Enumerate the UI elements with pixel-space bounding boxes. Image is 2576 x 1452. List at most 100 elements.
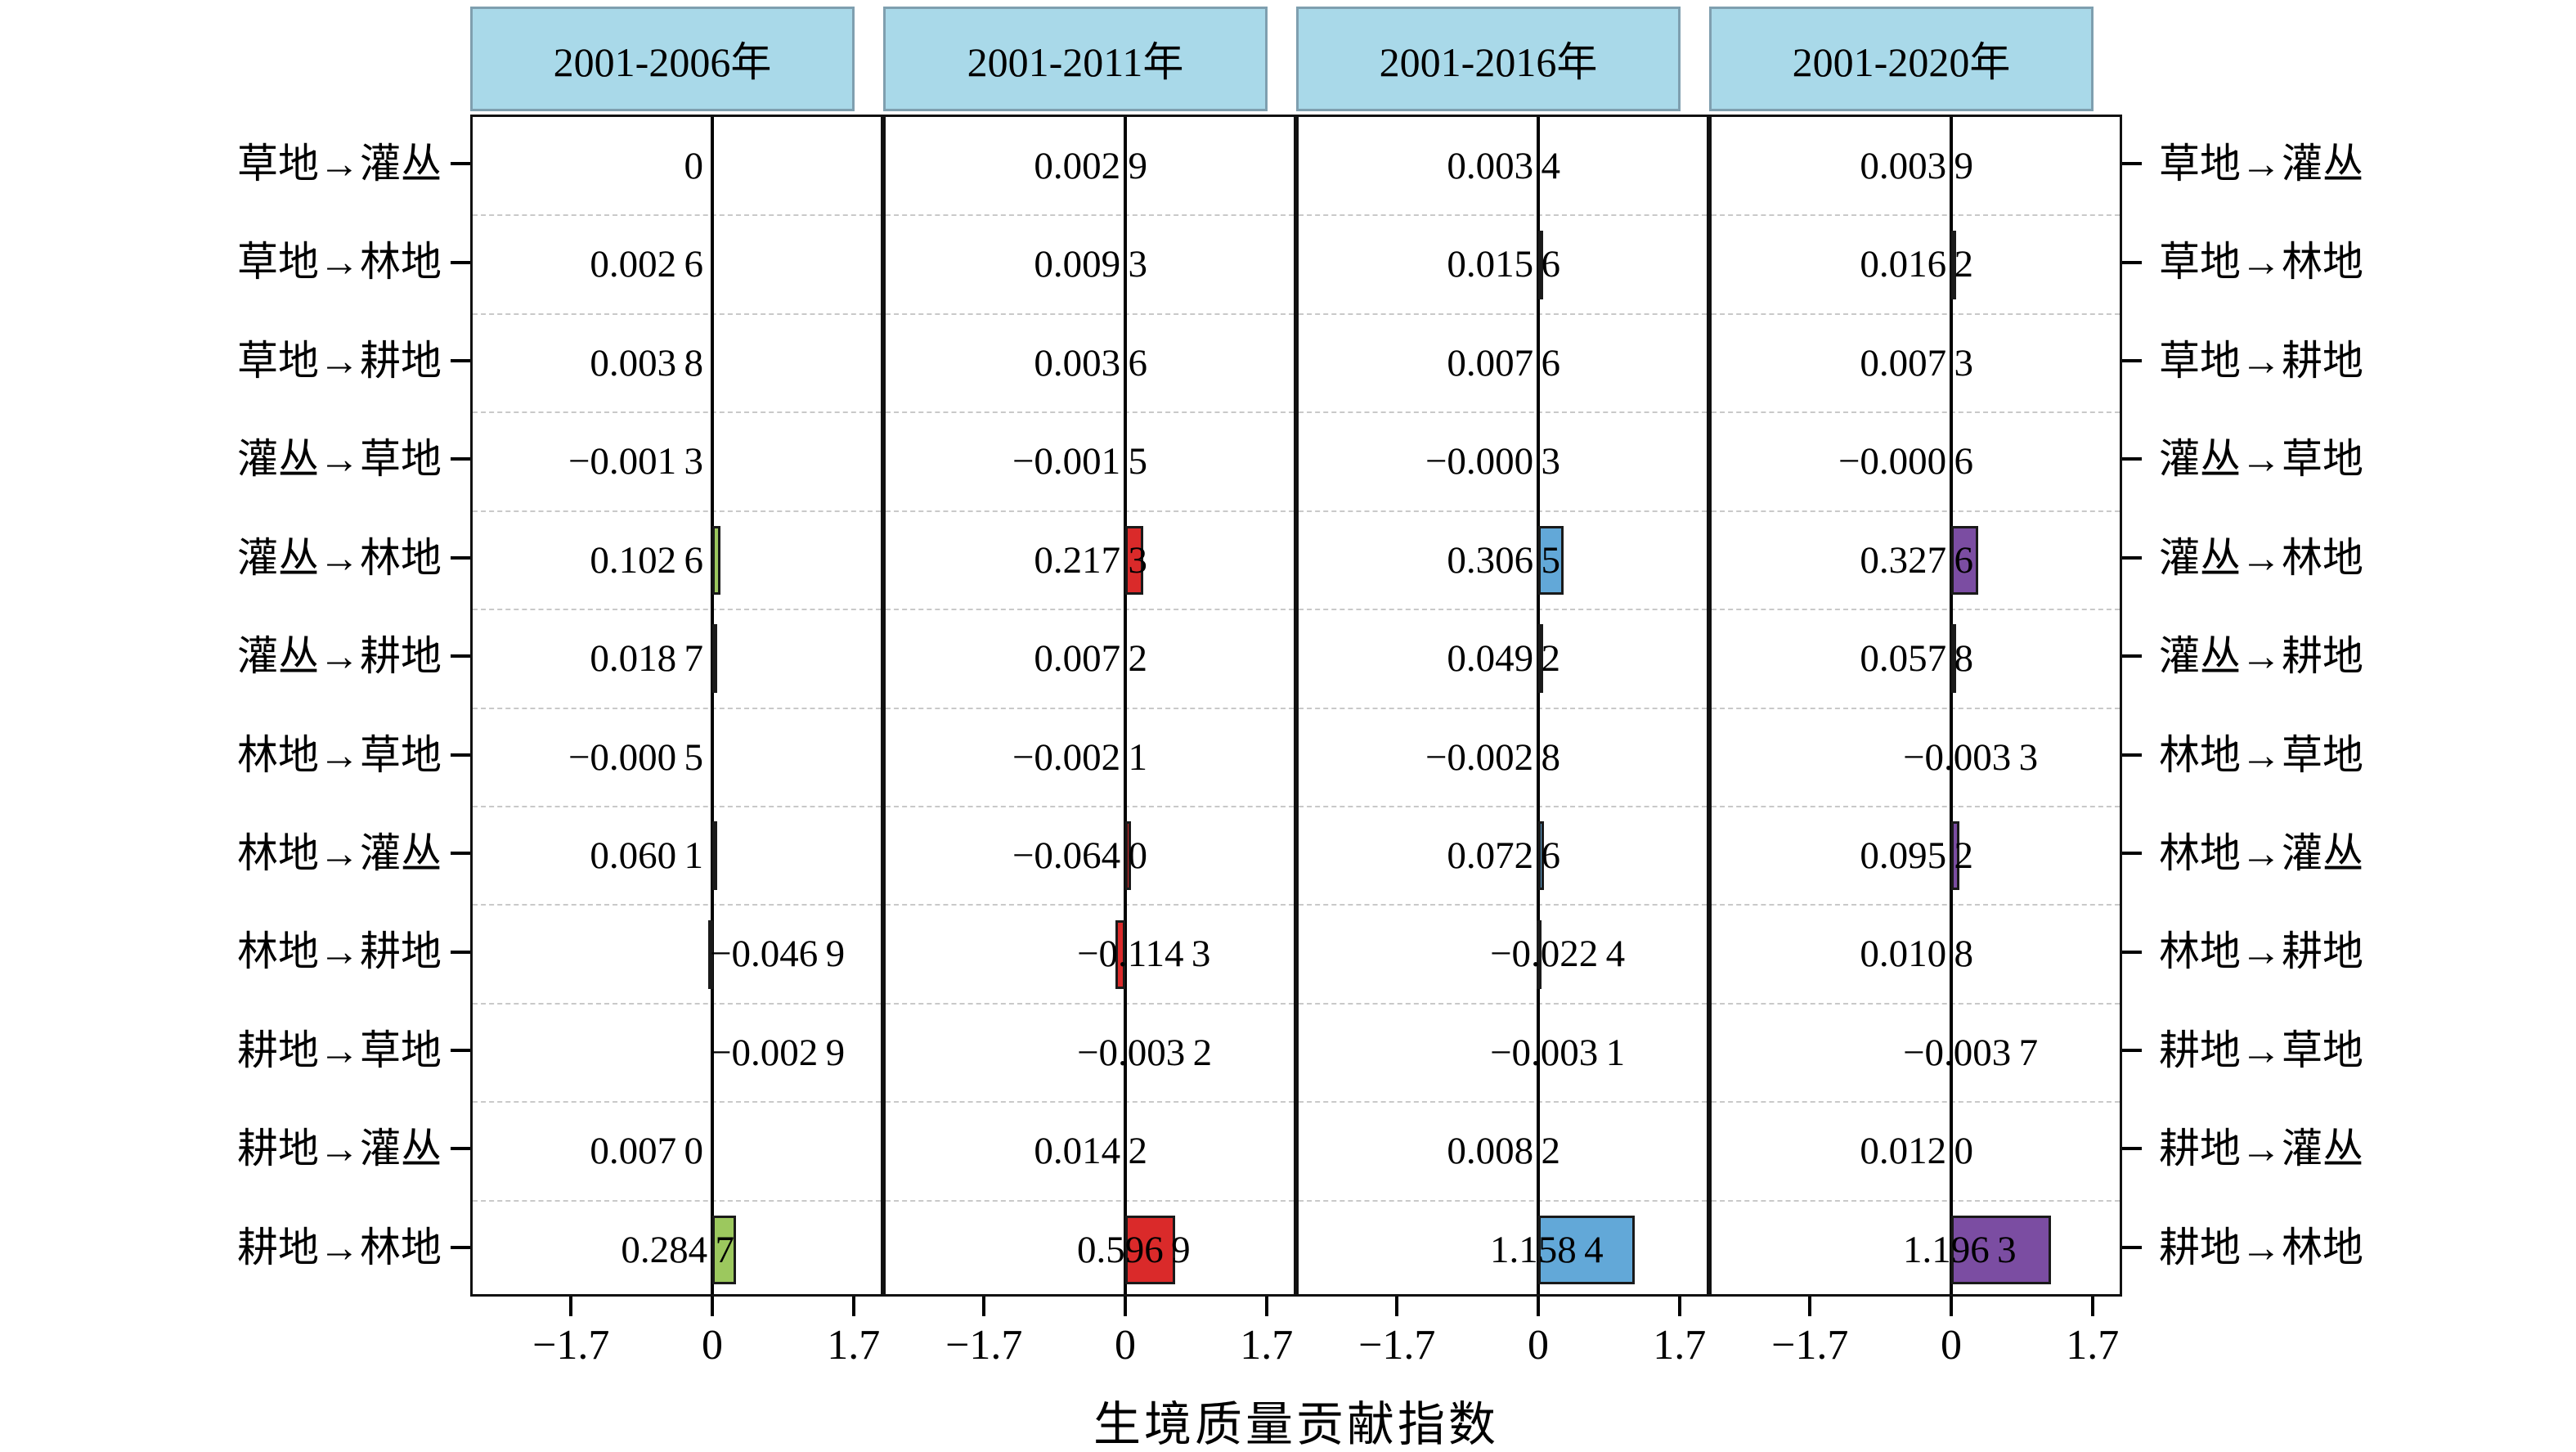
value-label: −0.003 1 bbox=[1490, 1031, 1626, 1074]
value-label: 0.095 2 bbox=[1860, 834, 1973, 877]
gridline bbox=[886, 214, 1294, 217]
category-label-right: 草地→林地 bbox=[2159, 239, 2363, 285]
x-tick bbox=[1808, 1297, 1812, 1316]
value-label: 1.196 3 bbox=[1903, 1228, 2017, 1271]
x-tick-label: 1.7 bbox=[2066, 1322, 2120, 1369]
y-tick-left bbox=[451, 457, 470, 461]
category-label-left: 林地→草地 bbox=[237, 731, 442, 778]
value-label: 0.306 5 bbox=[1447, 538, 1560, 582]
category-label-right: 耕地→林地 bbox=[2159, 1224, 2363, 1270]
value-label: 0.049 2 bbox=[1447, 637, 1560, 681]
x-tick bbox=[569, 1297, 573, 1316]
gridline bbox=[886, 312, 1294, 315]
category-label-right: 林地→灌丛 bbox=[2159, 829, 2363, 876]
gridline bbox=[1299, 904, 1707, 906]
bar bbox=[1951, 821, 1959, 891]
x-tick-label: 1.7 bbox=[1240, 1322, 1294, 1369]
value-label: 0.012 0 bbox=[1860, 1130, 1973, 1173]
x-tick bbox=[711, 1297, 714, 1316]
value-label: 0.015 6 bbox=[1447, 243, 1560, 286]
zero-axis-line bbox=[711, 117, 714, 1294]
gridline bbox=[886, 1101, 1294, 1104]
y-tick-right bbox=[2122, 162, 2142, 166]
y-tick-right bbox=[2122, 457, 2142, 461]
bar bbox=[1951, 624, 1956, 694]
gridline bbox=[1299, 411, 1707, 414]
x-tick bbox=[1264, 1297, 1268, 1316]
category-label-right: 灌丛→草地 bbox=[2159, 436, 2363, 483]
gridline bbox=[1299, 707, 1707, 709]
x-tick bbox=[982, 1297, 986, 1316]
bar bbox=[1115, 919, 1125, 989]
x-tick-label: 0 bbox=[702, 1322, 723, 1369]
value-label: 0.003 6 bbox=[1034, 341, 1147, 384]
y-tick-right bbox=[2122, 359, 2142, 363]
value-label: 0.003 9 bbox=[1860, 145, 1973, 187]
x-tick bbox=[1124, 1297, 1127, 1316]
x-tick bbox=[1395, 1297, 1399, 1316]
panel: 0.002 9 0.009 3 0.003 6 −0.001 5 0.217 3 0.00… bbox=[883, 115, 1296, 1297]
value-label: 0.002 6 bbox=[590, 243, 703, 286]
category-label-left: 耕地→灌丛 bbox=[237, 1126, 442, 1172]
value-label: 0.014 2 bbox=[1034, 1130, 1147, 1173]
category-label-right: 灌丛→耕地 bbox=[2159, 633, 2363, 680]
gridline bbox=[886, 609, 1294, 611]
category-label-left: 灌丛→林地 bbox=[237, 534, 442, 581]
bar bbox=[712, 1215, 736, 1284]
gridline bbox=[473, 1199, 881, 1202]
value-label: 0.102 6 bbox=[590, 538, 703, 582]
value-label: 0.327 6 bbox=[1860, 538, 1973, 582]
value-label: −0.000 3 bbox=[1425, 440, 1560, 483]
category-label-left: 耕地→林地 bbox=[237, 1224, 442, 1270]
y-tick-left bbox=[451, 1245, 470, 1249]
gridline bbox=[1299, 510, 1707, 512]
y-tick-right bbox=[2122, 260, 2142, 264]
zero-axis-line bbox=[1124, 117, 1127, 1294]
gridline bbox=[1299, 214, 1707, 217]
y-tick-left bbox=[451, 1048, 470, 1052]
value-label: 0 bbox=[684, 145, 704, 187]
gridline bbox=[473, 510, 881, 512]
x-tick bbox=[1537, 1297, 1540, 1316]
panel-header: 2001-2016年 bbox=[1296, 7, 1681, 111]
gridline bbox=[473, 411, 881, 414]
value-label: 0.007 0 bbox=[590, 1130, 703, 1173]
gridline bbox=[473, 1101, 881, 1104]
y-tick-right bbox=[2122, 1147, 2142, 1151]
value-label: −0.114 3 bbox=[1077, 933, 1211, 976]
bar bbox=[1125, 1215, 1175, 1284]
category-label-left: 草地→林地 bbox=[237, 239, 442, 285]
category-label-right: 草地→灌丛 bbox=[2159, 141, 2363, 187]
y-tick-left bbox=[451, 555, 470, 560]
y-tick-left bbox=[451, 162, 470, 166]
bar bbox=[1951, 230, 1956, 299]
value-label: −0.002 8 bbox=[1425, 735, 1560, 779]
value-label: −0.003 2 bbox=[1077, 1031, 1213, 1074]
category-label-left: 灌丛→耕地 bbox=[237, 633, 442, 680]
value-label: 0.007 3 bbox=[1860, 341, 1973, 384]
zero-axis-line bbox=[1950, 117, 1953, 1294]
gridline bbox=[1712, 904, 2120, 906]
bar bbox=[1951, 1215, 2051, 1284]
y-tick-left bbox=[451, 753, 470, 757]
x-tick-label: −1.7 bbox=[532, 1322, 610, 1369]
value-label: −0.003 3 bbox=[1903, 735, 2039, 779]
gridline bbox=[1712, 707, 2120, 709]
x-tick-label: −1.7 bbox=[945, 1322, 1023, 1369]
category-label-right: 林地→耕地 bbox=[2159, 928, 2363, 975]
bar bbox=[1951, 525, 1979, 595]
value-label: 0.007 2 bbox=[1034, 637, 1147, 681]
gridline bbox=[1712, 1101, 2120, 1104]
x-tick bbox=[851, 1297, 855, 1316]
bar bbox=[712, 624, 717, 694]
gridline bbox=[886, 510, 1294, 512]
gridline bbox=[1712, 1199, 2120, 1202]
value-label: 0.018 7 bbox=[590, 637, 703, 681]
value-label: 0.007 6 bbox=[1447, 341, 1560, 384]
category-label-right: 草地→耕地 bbox=[2159, 337, 2363, 384]
gridline bbox=[473, 214, 881, 217]
gridline bbox=[1299, 609, 1707, 611]
gridline bbox=[473, 312, 881, 315]
x-axis-title: 生境质量贡献指数 bbox=[1093, 1398, 1499, 1451]
